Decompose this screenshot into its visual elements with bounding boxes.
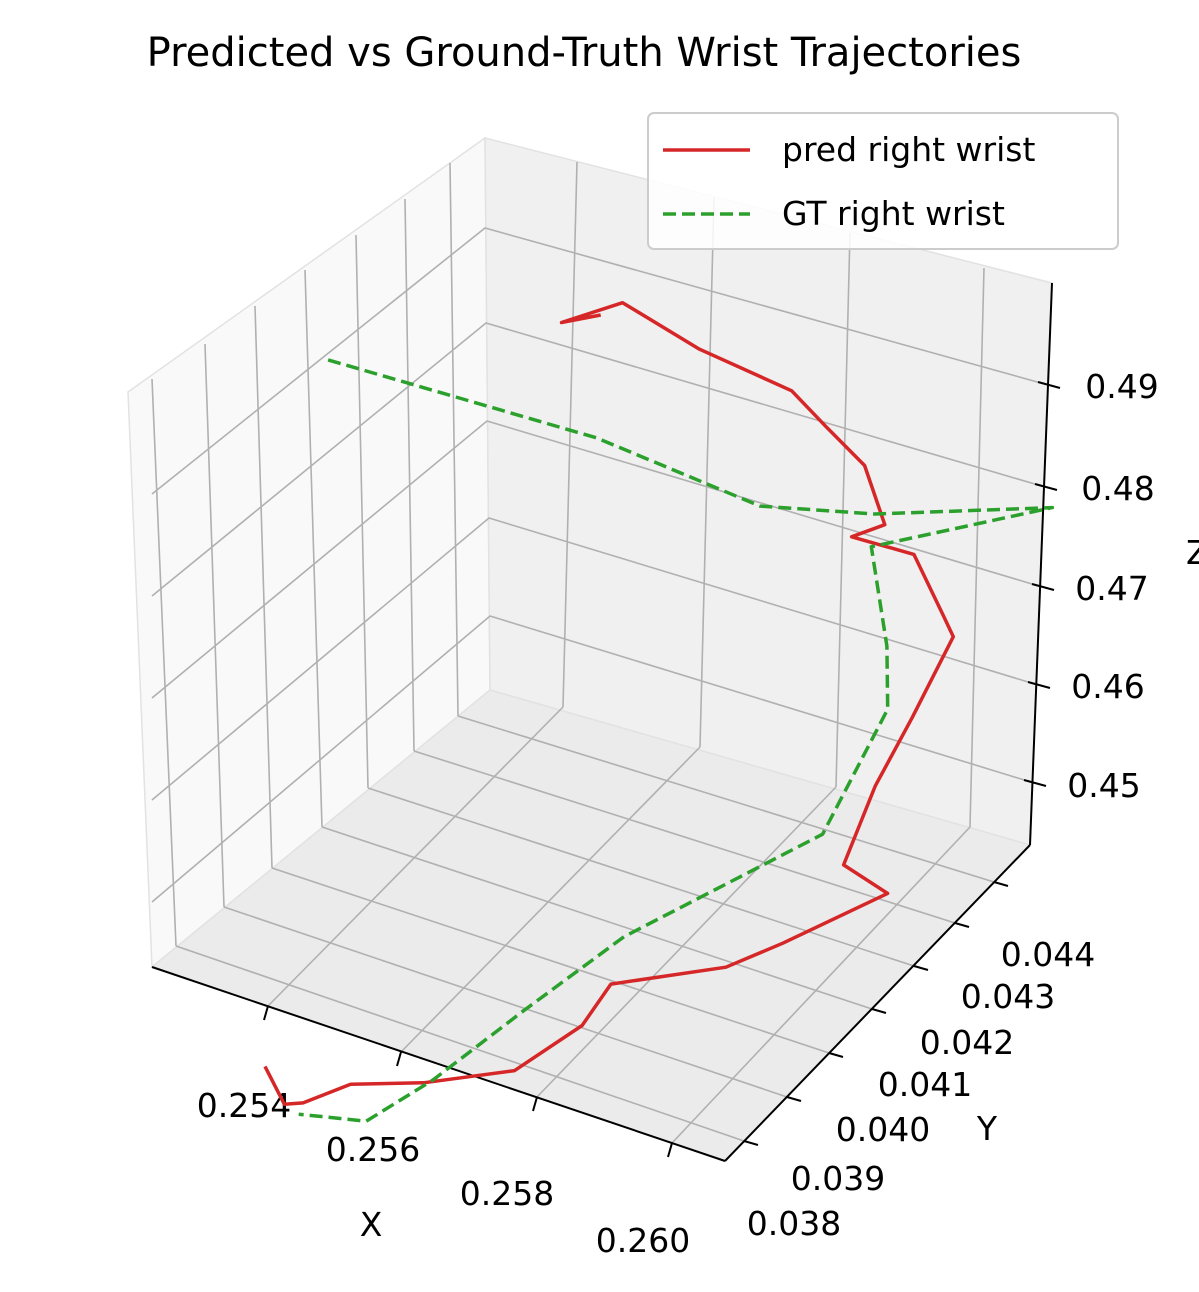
z-tick-labels: 0.45 0.46 0.47 0.48 0.49: [1067, 367, 1158, 805]
z-gridline: [151, 517, 1039, 801]
grid-lines: [151, 161, 1049, 1144]
z-tick-mark: [1023, 779, 1047, 787]
x-gridline: [536, 786, 837, 1098]
y-tick-label: 0.042: [920, 1023, 1014, 1062]
y-tick-mark: [786, 1096, 802, 1102]
y-tick-label: 0.038: [747, 1204, 841, 1243]
gt-right-wrist-line: [298, 358, 1055, 1123]
x-tick-mark: [396, 1051, 402, 1067]
x-axis-line: [151, 966, 726, 1162]
z-tick-mark: [1037, 381, 1061, 389]
y-gridline: [413, 750, 956, 924]
tick-marks: [263, 381, 1061, 1158]
y-tick-mark: [828, 1052, 844, 1058]
x-tick-label: 0.254: [197, 1086, 291, 1125]
y-gridline: [271, 867, 830, 1054]
z-tick-label: 0.48: [1081, 469, 1154, 508]
y-gridline: [151, 378, 177, 947]
z-tick-mark: [1034, 483, 1058, 491]
pred-right-wrist-line: [263, 300, 956, 1107]
z-gridline: [151, 227, 1049, 495]
y-tick-mark: [913, 965, 929, 971]
z-tick-label: 0.46: [1071, 667, 1144, 706]
y-tick-mark: [871, 1008, 887, 1014]
y-gridline: [204, 343, 225, 908]
axis-lines: [151, 282, 1053, 1162]
y-tick-labels: 0.038 0.039 0.040 0.041 0.042 0.043 0.04…: [747, 935, 1095, 1243]
z-tick-label: 0.47: [1075, 569, 1148, 608]
y-gridline: [367, 787, 915, 967]
x-gridline: [400, 746, 701, 1053]
y-tick-label: 0.040: [836, 1110, 930, 1149]
y-tick-label: 0.041: [878, 1065, 972, 1104]
x-tick-label: 0.260: [596, 1221, 690, 1260]
y-axis-line: [724, 844, 1031, 1162]
y-axis-label: Y: [976, 1109, 998, 1148]
y-tick-label: 0.044: [1001, 935, 1095, 974]
y-gridline: [254, 305, 273, 869]
x-tick-mark: [667, 1142, 673, 1158]
z-axis-label: Z: [1186, 533, 1199, 572]
y-gridline: [175, 945, 745, 1142]
x-tick-label: 0.256: [326, 1130, 420, 1169]
legend: pred right wrist GT right wrist: [647, 112, 1119, 250]
y-gridline: [223, 906, 788, 1098]
z-tick-label: 0.45: [1067, 766, 1140, 805]
legend-box: [647, 112, 1119, 250]
z-tick-mark: [1031, 583, 1055, 591]
series-layer: [263, 300, 1055, 1123]
z-gridline: [151, 420, 1043, 699]
x-tick-mark: [532, 1096, 538, 1112]
x-gridline: [671, 826, 971, 1144]
y-tick-mark: [954, 922, 970, 928]
x-gridline: [969, 267, 985, 828]
y-gridline: [355, 234, 369, 789]
legend-pred-label: pred right wrist: [782, 130, 1035, 169]
y-tick-mark: [993, 881, 1009, 887]
y-tick-label: 0.039: [791, 1159, 885, 1198]
y-tick-label: 0.043: [961, 977, 1055, 1016]
x-axis-label: X: [360, 1205, 383, 1244]
z-axis-line: [1029, 282, 1053, 846]
y-tick-mark: [743, 1140, 759, 1146]
y-gridline: [457, 715, 995, 883]
x-tick-label: 0.258: [460, 1174, 554, 1213]
x-gridline: [835, 232, 851, 788]
chart-title: Predicted vs Ground-Truth Wrist Trajecto…: [147, 30, 1022, 76]
legend-gt-label: GT right wrist: [782, 194, 1005, 233]
x-tick-labels: 0.254 0.256 0.258 0.260: [197, 1086, 690, 1260]
y-gridline: [321, 826, 873, 1010]
z-tick-label: 0.49: [1085, 367, 1158, 406]
y-gridline: [304, 269, 323, 828]
z-gridline: [151, 615, 1035, 903]
z-gridline: [151, 322, 1046, 597]
z-tick-mark: [1027, 681, 1051, 689]
x-tick-mark: [263, 1005, 269, 1021]
x-gridline: [267, 706, 564, 1007]
x-gridline: [699, 197, 715, 748]
